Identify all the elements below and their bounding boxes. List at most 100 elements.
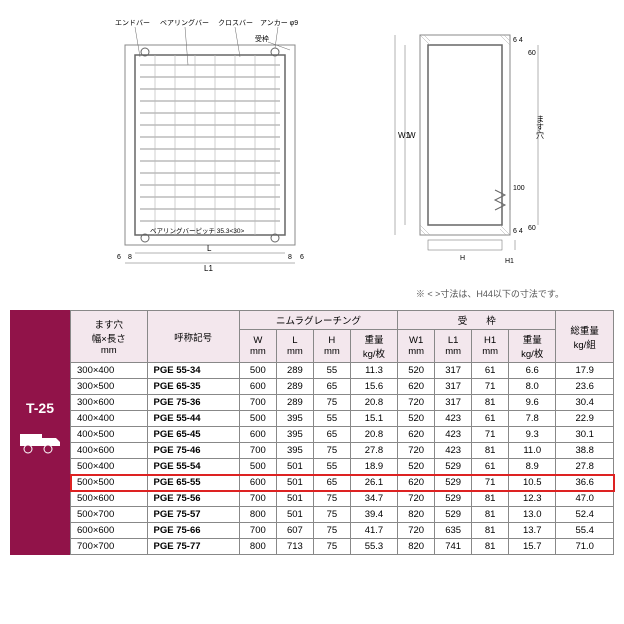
cell-value: 36.6	[556, 475, 614, 491]
cell-value: 500	[239, 411, 276, 427]
cell-value: 529	[435, 491, 472, 507]
th-group-grating: ニムラグレーチング	[239, 311, 397, 330]
cell-value: 81	[472, 395, 509, 411]
cell-value: 820	[398, 539, 435, 555]
cell-value: 289	[276, 395, 313, 411]
cell-code: PGE 55-44	[147, 411, 239, 427]
dim-60b: 60	[528, 225, 536, 232]
cell-value: 47.0	[556, 491, 614, 507]
cell-code: PGE 75-77	[147, 539, 239, 555]
cell-size: 300×400	[71, 363, 148, 379]
cell-value: 520	[398, 363, 435, 379]
load-class-badge: T-25	[10, 310, 70, 555]
cell-size: 500×400	[71, 459, 148, 475]
cell-value: 71	[472, 475, 509, 491]
cell-value: 81	[472, 539, 509, 555]
cell-size: 500×600	[71, 491, 148, 507]
cell-code: PGE 75-36	[147, 395, 239, 411]
dim-H1: H1	[505, 258, 514, 265]
cell-value: 600	[239, 475, 276, 491]
cell-value: 10.5	[509, 475, 556, 491]
table-row: 400×500PGE 65-456003956520.8620423719.33…	[71, 427, 614, 443]
cell-value: 423	[435, 443, 472, 459]
label-crossbar: クロスバー	[218, 19, 253, 27]
cell-value: 720	[398, 523, 435, 539]
dim-60t: 60	[528, 50, 536, 57]
cell-value: 41.7	[350, 523, 397, 539]
cell-value: 501	[276, 459, 313, 475]
cell-value: 8.9	[509, 459, 556, 475]
cell-value: 600	[239, 427, 276, 443]
cell-value: 11.3	[350, 363, 397, 379]
cell-size: 300×500	[71, 379, 148, 395]
cell-value: 800	[239, 539, 276, 555]
cell-value: 75	[313, 395, 350, 411]
dim-L: L	[207, 244, 212, 253]
dim-W: W	[408, 131, 416, 140]
cell-code: PGE 55-54	[147, 459, 239, 475]
cell-value: 71.0	[556, 539, 614, 555]
cell-value: 11.0	[509, 443, 556, 459]
th-gH: H mm	[313, 330, 350, 363]
cell-value: 27.8	[556, 459, 614, 475]
cell-value: 741	[435, 539, 472, 555]
cell-value: 55	[313, 459, 350, 475]
cell-size: 500×700	[71, 507, 148, 523]
cell-value: 75	[313, 523, 350, 539]
cell-value: 15.7	[509, 539, 556, 555]
table-row: 600×600PGE 75-667006077541.77206358113.7…	[71, 523, 614, 539]
cell-value: 289	[276, 363, 313, 379]
cell-value: 17.9	[556, 363, 614, 379]
dim-100: 100	[513, 185, 525, 192]
cell-size: 500×500	[71, 475, 148, 491]
th-fWt: 重量 kg/枚	[509, 330, 556, 363]
grating-top-svg: エンドバー ベアリングバー クロスバー アンカー φ9 受枠 ベアリングバーピッ…	[110, 15, 310, 275]
table-wrap: T-25 ます穴 幅×長さ mm 呼称記号 ニムラグレーチング 受 枠 総重量 …	[10, 310, 614, 555]
cell-value: 75	[313, 539, 350, 555]
cell-value: 317	[435, 363, 472, 379]
cell-value: 61	[472, 411, 509, 427]
dim-64t: 6 4	[513, 37, 523, 44]
table-row: 300×600PGE 75-367002897520.8720317819.63…	[71, 395, 614, 411]
diagram-right-view: W1 W 60 60 6 4 6 4 100 ます穴 H H1	[380, 15, 580, 275]
cell-value: 22.9	[556, 411, 614, 427]
cell-value: 55	[313, 363, 350, 379]
cell-value: 501	[276, 507, 313, 523]
cell-value: 81	[472, 491, 509, 507]
cell-value: 289	[276, 379, 313, 395]
cell-value: 55.4	[556, 523, 614, 539]
cell-value: 15.1	[350, 411, 397, 427]
cell-value: 71	[472, 427, 509, 443]
label-frame: 受枠	[255, 34, 269, 43]
cell-value: 317	[435, 395, 472, 411]
cell-value: 600	[239, 379, 276, 395]
cell-value: 65	[313, 379, 350, 395]
cell-size: 600×600	[71, 523, 148, 539]
cell-value: 720	[398, 443, 435, 459]
cell-value: 65	[313, 427, 350, 443]
cell-value: 38.8	[556, 443, 614, 459]
th-group-frame: 受 枠	[398, 311, 556, 330]
label-endbar: エンドバー	[115, 19, 150, 27]
cell-size: 400×500	[71, 427, 148, 443]
cell-value: 9.6	[509, 395, 556, 411]
cell-value: 620	[398, 427, 435, 443]
cell-value: 81	[472, 507, 509, 523]
cell-value: 529	[435, 507, 472, 523]
cell-value: 71	[472, 379, 509, 395]
cell-value: 317	[435, 379, 472, 395]
cell-value: 65	[313, 475, 350, 491]
cell-value: 520	[398, 411, 435, 427]
th-gWt: 重量 kg/枚	[350, 330, 397, 363]
cell-value: 800	[239, 507, 276, 523]
cell-value: 27.8	[350, 443, 397, 459]
cell-value: 620	[398, 379, 435, 395]
cell-size: 700×700	[71, 539, 148, 555]
dim-H: H	[460, 255, 465, 262]
table-row: 400×600PGE 75-467003957527.87204238111.0…	[71, 443, 614, 459]
cell-value: 520	[398, 459, 435, 475]
cell-value: 500	[239, 459, 276, 475]
label-bearingbar: ベアリングバー	[160, 18, 209, 27]
cell-value: 30.1	[556, 427, 614, 443]
table-row: 700×700PGE 75-778007137555.38207418115.7…	[71, 539, 614, 555]
